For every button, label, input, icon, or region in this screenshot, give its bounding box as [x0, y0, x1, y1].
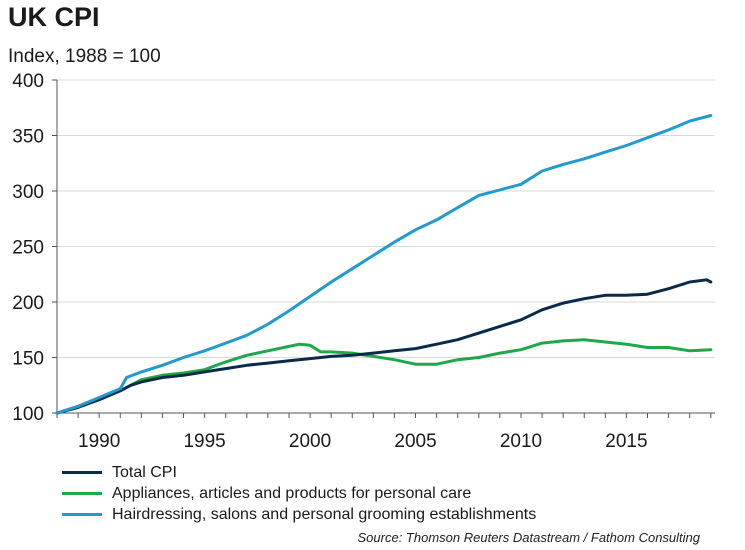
y-tick-label-250: 250 — [12, 238, 44, 259]
legend-label-hairdressing: Hairdressing, salons and personal groomi… — [112, 505, 537, 523]
x-tick-label-2000: 2000 — [289, 431, 331, 452]
y-tick-label-400: 400 — [12, 71, 44, 92]
legend-swatch-appliances — [62, 492, 102, 495]
chart-subtitle: Index, 1988 = 100 — [8, 46, 161, 67]
legend-item-total-cpi: Total CPI — [62, 462, 536, 483]
legend-swatch-hairdressing — [62, 513, 102, 516]
legend-swatch-total-cpi — [62, 471, 102, 474]
x-tick-label-1995: 1995 — [183, 431, 225, 452]
y-tick-label-150: 150 — [12, 349, 44, 370]
legend-item-hairdressing: Hairdressing, salons and personal groomi… — [62, 504, 536, 525]
legend-label-appliances: Appliances, articles and products for pe… — [112, 484, 472, 502]
y-tick-label-300: 300 — [12, 182, 44, 203]
source-note: Source: Thomson Reuters Datastream / Fat… — [357, 530, 700, 545]
y-tick-label-200: 200 — [12, 293, 44, 314]
x-tick-label-2010: 2010 — [500, 431, 542, 452]
series-line-1 — [55, 338, 713, 415]
legend: Total CPI Appliances, articles and produ… — [62, 462, 536, 525]
series-line-0 — [55, 278, 713, 415]
chart-title: UK CPI — [8, 2, 100, 32]
x-tick-label-2015: 2015 — [605, 431, 647, 452]
x-tick-label-2005: 2005 — [394, 431, 436, 452]
x-tick-label-1990: 1990 — [78, 431, 120, 452]
y-tick-label-100: 100 — [12, 404, 44, 425]
y-tick-label-350: 350 — [12, 127, 44, 148]
line-chart: 100 150 200 250 300 350 400 1990 1995 2000 2005 201… — [12, 71, 715, 452]
legend-item-appliances: Appliances, articles and products for pe… — [62, 483, 536, 504]
series-line-2 — [55, 114, 713, 415]
legend-label-total-cpi: Total CPI — [112, 463, 177, 481]
